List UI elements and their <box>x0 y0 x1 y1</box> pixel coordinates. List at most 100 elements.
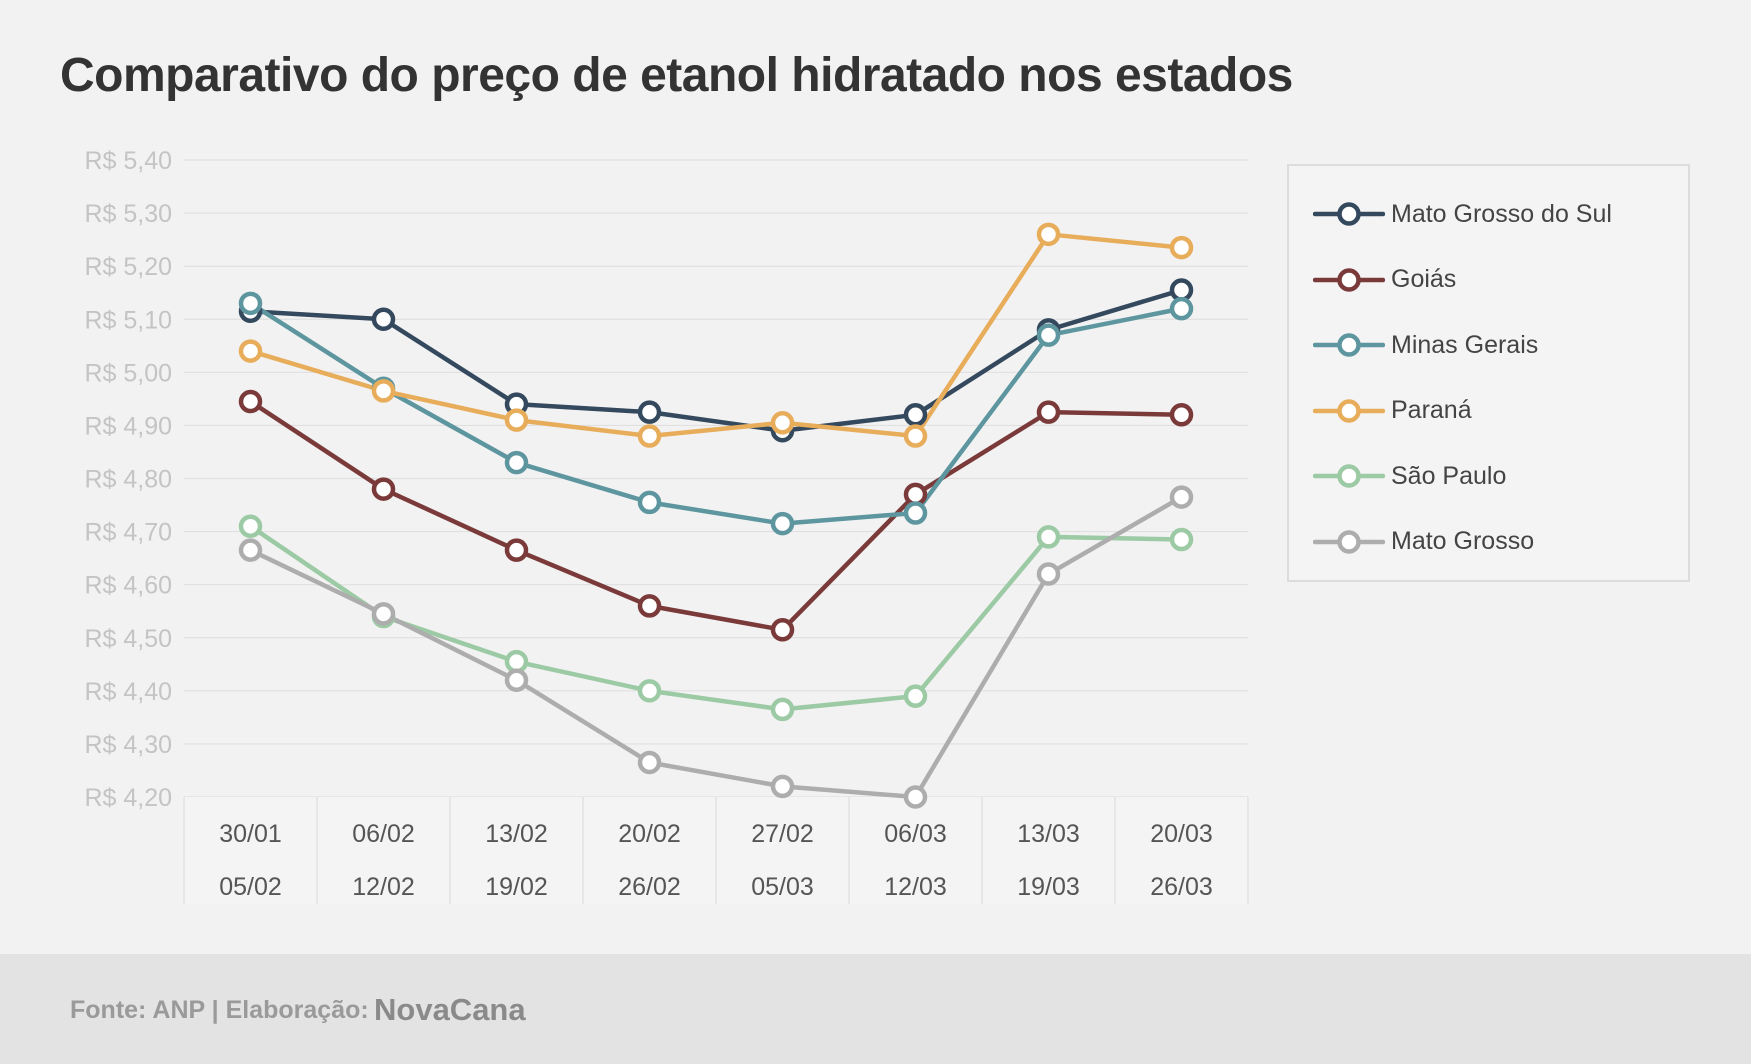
legend-label: Minas Gerais <box>1391 330 1539 359</box>
legend-swatch-marker <box>1337 267 1361 292</box>
data-point-mato-grosso <box>903 785 928 809</box>
x-tick-label-end: 26/02 <box>618 873 681 901</box>
legend-swatch <box>1313 267 1385 292</box>
legend-swatch <box>1313 529 1385 554</box>
legend-swatch-marker <box>1337 464 1361 488</box>
y-tick-label: R$ 5,00 <box>84 359 172 387</box>
data-point-goias <box>371 477 396 501</box>
x-axis: 30/01 05/02 06/02 12/02 13/02 19/02 20/02 26/02… <box>183 797 1249 904</box>
y-tick-label: R$ 4,60 <box>84 572 172 600</box>
data-point-sao-paulo <box>770 697 795 722</box>
data-point-minas-gerais <box>903 501 928 525</box>
data-point-mato-grosso-do-sul <box>637 400 662 424</box>
y-tick-label: R$ 4,20 <box>84 784 172 812</box>
data-point-sao-paulo <box>504 649 529 674</box>
footer-source: Fonte: ANP | Elaboração: <box>70 996 369 1024</box>
data-point-goias <box>903 482 928 507</box>
legend-item: Paraná <box>1313 391 1472 431</box>
data-point-goias <box>504 538 529 562</box>
x-tick-label-end: 19/02 <box>485 873 548 901</box>
data-point-parana <box>371 379 396 403</box>
legend-item: Mato Grosso <box>1313 522 1534 562</box>
data-point-goias <box>770 618 795 642</box>
x-tick-label-start: 30/01 <box>219 820 282 848</box>
data-point-parana <box>770 411 795 435</box>
data-point-parana <box>504 408 529 432</box>
y-tick-label: R$ 4,30 <box>84 731 172 759</box>
gridlines <box>184 159 1248 798</box>
series-line-goias <box>248 399 1184 633</box>
x-tick-label-start: 06/03 <box>884 820 947 848</box>
x-tick-label-end: 26/03 <box>1150 873 1213 901</box>
y-axis-tick-labels: R$ 5,40 R$ 5,30 R$ 5,20 R$ 5,10 R$ 5,00 R$ 4,… <box>84 147 172 812</box>
data-point-parana <box>637 424 662 448</box>
y-tick-label: R$ 5,10 <box>84 306 172 334</box>
data-point-mato-grosso <box>1036 562 1061 586</box>
legend-item: Mato Grosso do Sul <box>1313 194 1612 234</box>
data-point-minas-gerais <box>1036 323 1061 347</box>
footer-brand-logo: NovaCana <box>374 992 526 1027</box>
x-tick-label-start: 13/03 <box>1017 820 1080 848</box>
data-point-parana <box>1036 222 1061 247</box>
data-point-mato-grosso <box>238 538 263 562</box>
legend-swatch-marker <box>1337 333 1361 357</box>
legend-item: Goiás <box>1313 260 1456 300</box>
x-tick-label-end: 19/03 <box>1017 873 1080 901</box>
x-tick-label-start: 13/02 <box>485 820 548 848</box>
data-point-sao-paulo <box>1169 527 1194 552</box>
legend-label: Paraná <box>1391 396 1472 424</box>
data-point-mato-grosso-do-sul <box>1169 278 1194 302</box>
data-point-minas-gerais <box>1169 296 1194 321</box>
x-tick-label-end: 05/03 <box>751 873 814 901</box>
data-point-parana <box>1169 235 1194 260</box>
y-tick-label: R$ 4,70 <box>84 519 172 547</box>
x-tick-label-start: 20/03 <box>1150 820 1213 848</box>
x-tick-label-end: 12/02 <box>352 873 415 901</box>
data-point-mato-grosso <box>1169 485 1194 509</box>
y-tick-label: R$ 5,30 <box>84 200 172 228</box>
data-point-sao-paulo <box>1036 525 1061 549</box>
legend-item: Minas Gerais <box>1313 325 1538 365</box>
legend: Mato Grosso do Sul Goiás Minas Gerais Paran… <box>1287 164 1690 582</box>
data-point-parana <box>238 339 263 363</box>
x-tick-label-end: 05/02 <box>219 873 282 901</box>
series-line-parana <box>248 232 1184 439</box>
data-point-minas-gerais <box>504 450 529 475</box>
data-point-goias <box>1169 403 1194 427</box>
x-tick-label-end: 12/03 <box>884 873 947 901</box>
data-point-minas-gerais <box>770 511 795 536</box>
data-point-mato-grosso-do-sul <box>903 403 928 427</box>
footer: Fonte: ANP | Elaboração: NovaCana <box>0 954 1751 1064</box>
x-tick-label-start: 27/02 <box>751 820 814 848</box>
series-line-mato-grosso-do-sul <box>248 287 1184 433</box>
series-markers <box>238 222 1194 809</box>
y-tick-label: R$ 4,80 <box>84 466 172 494</box>
data-point-sao-paulo <box>238 514 263 539</box>
data-point-mato-grosso-do-sul <box>371 307 396 331</box>
data-point-goias <box>1036 400 1061 424</box>
legend-swatch-marker <box>1337 202 1361 226</box>
series-lines <box>248 232 1184 800</box>
x-tick-label-start: 20/02 <box>618 820 681 848</box>
legend-swatch-marker <box>1337 398 1361 423</box>
data-point-goias <box>238 389 263 414</box>
legend-label: Mato Grosso <box>1391 527 1535 555</box>
legend-label: Goiás <box>1391 265 1457 293</box>
data-point-sao-paulo <box>637 679 662 703</box>
data-point-mato-grosso <box>637 750 662 775</box>
data-point-minas-gerais <box>637 490 662 515</box>
legend-swatch-marker <box>1337 529 1361 554</box>
legend-swatch <box>1313 464 1385 488</box>
data-point-mato-grosso <box>371 602 396 626</box>
data-point-mato-grosso <box>504 668 529 692</box>
y-tick-label: R$ 4,50 <box>84 625 172 653</box>
legend-swatch <box>1313 333 1385 357</box>
y-tick-label: R$ 5,40 <box>84 147 172 175</box>
legend-swatch <box>1313 398 1385 423</box>
legend-label: São Paulo <box>1391 461 1507 490</box>
data-point-minas-gerais <box>238 291 263 316</box>
legend-item: São Paulo <box>1313 456 1506 496</box>
data-point-mato-grosso <box>770 774 795 799</box>
legend-swatch <box>1313 202 1385 226</box>
legend-label: Mato Grosso do Sul <box>1391 199 1612 228</box>
